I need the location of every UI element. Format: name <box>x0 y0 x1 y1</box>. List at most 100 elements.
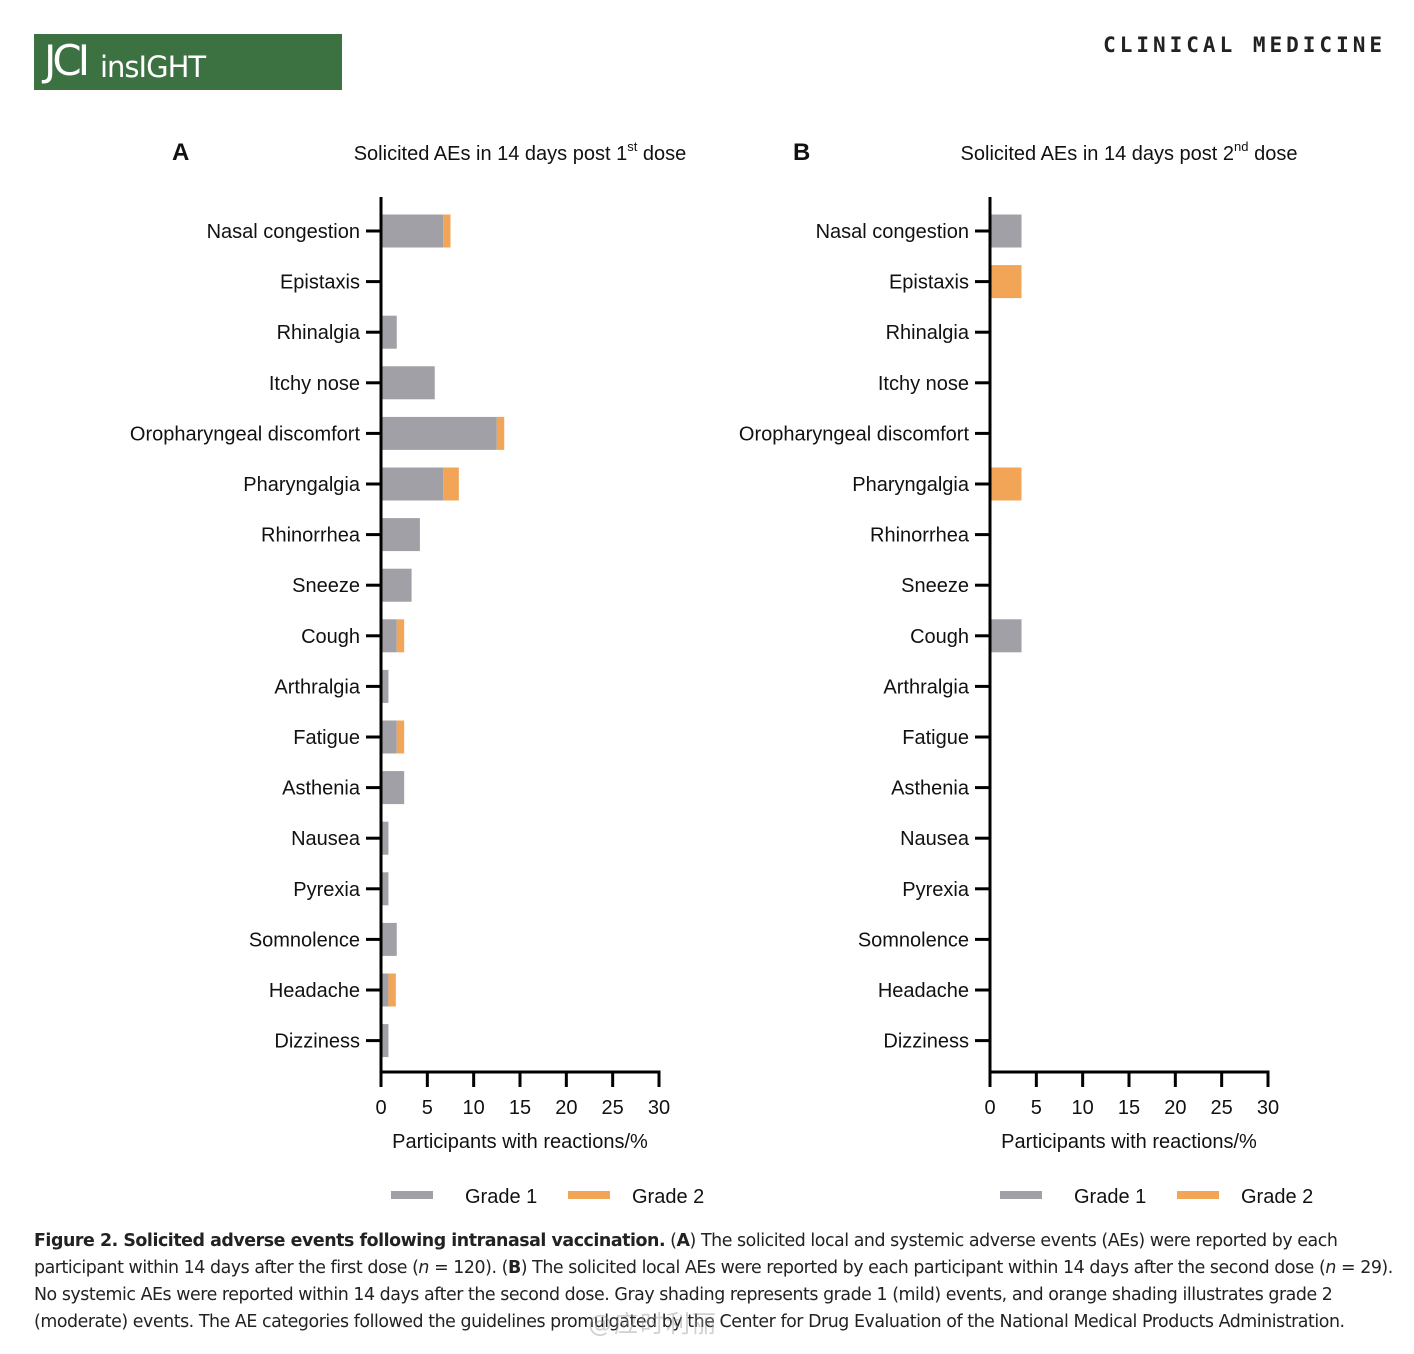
bar-grade1 <box>381 821 389 855</box>
chart-title: Solicited AEs in 14 days post 1st dose <box>354 139 687 165</box>
y-tick-label: Rhinorrhea <box>261 525 361 547</box>
y-tick-label: Cough <box>301 626 360 648</box>
bar-grade1 <box>381 467 444 501</box>
y-tick-label: Nausea <box>900 828 970 850</box>
y-tick-label: Pyrexia <box>293 879 361 901</box>
x-tick-label: 20 <box>555 1097 577 1119</box>
bar-grade1 <box>381 1024 389 1058</box>
y-tick-label: Itchy nose <box>269 373 360 395</box>
bar-grade1 <box>381 315 397 349</box>
y-tick-label: Oropharyngeal discomfort <box>739 423 970 445</box>
x-tick-label: 10 <box>1072 1097 1094 1119</box>
y-tick-label: Fatigue <box>293 727 360 749</box>
bar-grade1 <box>381 720 397 754</box>
x-tick-label: 5 <box>422 1097 433 1119</box>
bar-grade1 <box>381 669 389 703</box>
panel-b-chart: B Solicited AEs in 14 days post 2nd dose N… <box>739 139 1313 1208</box>
y-tick-label: Dizziness <box>274 1031 360 1053</box>
caption-n: n <box>418 1258 429 1278</box>
y-tick-label: Headache <box>878 980 969 1002</box>
y-tick-label: Pyrexia <box>902 879 970 901</box>
y-tick-label: Nasal congestion <box>207 221 360 243</box>
bar-grade1 <box>381 214 444 248</box>
x-tick-label: 30 <box>648 1097 670 1119</box>
bar-grade1 <box>381 771 405 805</box>
bar-grade1 <box>381 518 420 552</box>
y-tick-label: Rhinorrhea <box>870 525 970 547</box>
caption-text: ( <box>665 1231 677 1251</box>
caption-title: Figure 2. Solicited adverse events follo… <box>34 1231 666 1251</box>
logo-sub-text: insIGHT <box>100 50 206 84</box>
y-tick-label: Fatigue <box>902 727 969 749</box>
legend-swatch-grade1 <box>1000 1191 1042 1199</box>
y-tick-label: Itchy nose <box>878 373 969 395</box>
caption-n: n <box>1325 1258 1336 1278</box>
legend-swatch-grade1 <box>391 1191 433 1199</box>
y-tick-label: Asthenia <box>282 778 361 800</box>
y-tick-label: Cough <box>910 626 969 648</box>
caption-panel-a: A <box>676 1231 690 1251</box>
bar-grade2 <box>496 416 505 450</box>
y-tick-label: Asthenia <box>891 778 970 800</box>
bar-grade2 <box>443 214 451 248</box>
legend-swatch-grade2 <box>1177 1191 1219 1199</box>
bar-grade1 <box>381 366 435 400</box>
x-tick-label: 25 <box>1211 1097 1233 1119</box>
y-tick-label: Sneeze <box>292 575 360 597</box>
y-tick-label: Sneeze <box>901 575 969 597</box>
watermark: @应时利丽 <box>588 1310 718 1338</box>
y-tick-label: Rhinalgia <box>886 322 970 344</box>
bar-grade1 <box>990 619 1022 653</box>
y-tick-label: Arthralgia <box>883 676 969 698</box>
y-tick-label: Arthralgia <box>274 676 360 698</box>
y-tick-label: Epistaxis <box>280 272 360 294</box>
figure-caption: Figure 2. Solicited adverse events follo… <box>34 1228 1394 1336</box>
section-label: CLINICAL MEDICINE <box>1103 33 1386 57</box>
bar-grade1 <box>990 214 1022 248</box>
bar-grade2 <box>396 720 405 754</box>
x-tick-label: 0 <box>984 1097 995 1119</box>
caption-text: ) The solicited local AEs were reported … <box>520 1258 1326 1278</box>
x-axis-label: Participants with reactions/% <box>1001 1131 1257 1153</box>
x-tick-label: 30 <box>1257 1097 1279 1119</box>
y-tick-label: Pharyngalgia <box>243 474 361 496</box>
bar-grade2 <box>990 467 1022 501</box>
y-tick-label: Somnolence <box>249 929 360 951</box>
panel-a-chart: A Solicited AEs in 14 days post 1st dose N… <box>130 139 704 1208</box>
x-tick-label: 25 <box>602 1097 624 1119</box>
y-tick-label: Dizziness <box>883 1031 969 1053</box>
y-tick-label: Somnolence <box>858 929 969 951</box>
logo-main-text: JCI <box>44 36 90 85</box>
journal-logo: JCI insIGHT <box>34 34 342 90</box>
caption-text: = 29). No systemic AEs were reported wit… <box>34 1258 1393 1332</box>
bar-grade2 <box>388 973 396 1007</box>
panel-letter: B <box>793 139 810 166</box>
legend-swatch-grade2 <box>568 1191 610 1199</box>
y-tick-label: Nasal congestion <box>816 221 969 243</box>
caption-text: ) The solicited local and systemic adver… <box>34 1231 1338 1278</box>
bar-grade2 <box>990 265 1022 299</box>
x-tick-label: 15 <box>1118 1097 1140 1119</box>
caption-text: = 120). ( <box>429 1258 508 1278</box>
x-tick-label: 20 <box>1164 1097 1186 1119</box>
x-tick-label: 5 <box>1031 1097 1042 1119</box>
legend-label-grade2: Grade 2 <box>632 1186 704 1208</box>
bar-grade2 <box>396 619 405 653</box>
bar-grade1 <box>381 619 397 653</box>
chart-title: Solicited AEs in 14 days post 2nd dose <box>961 139 1298 165</box>
y-tick-label: Pharyngalgia <box>852 474 970 496</box>
y-tick-label: Rhinalgia <box>277 322 361 344</box>
x-tick-label: 0 <box>375 1097 386 1119</box>
bar-grade1 <box>381 872 389 906</box>
x-tick-label: 10 <box>463 1097 485 1119</box>
y-tick-label: Headache <box>269 980 360 1002</box>
y-tick-label: Oropharyngeal discomfort <box>130 423 361 445</box>
x-axis-label: Participants with reactions/% <box>392 1131 648 1153</box>
caption-panel-b: B <box>507 1258 521 1278</box>
y-tick-label: Nausea <box>291 828 361 850</box>
y-tick-label: Epistaxis <box>889 272 969 294</box>
legend-label-grade1: Grade 1 <box>465 1186 537 1208</box>
bar-grade1 <box>381 416 497 450</box>
bar-grade1 <box>381 973 389 1007</box>
bar-grade2 <box>443 467 459 501</box>
